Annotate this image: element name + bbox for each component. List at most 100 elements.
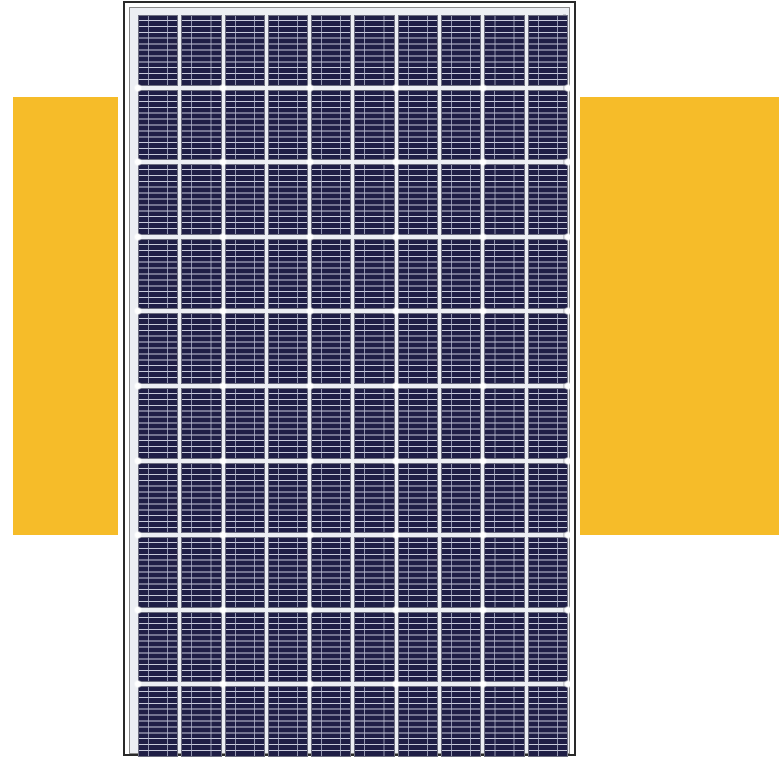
solar-cell — [397, 686, 439, 757]
solar-cell — [138, 387, 179, 459]
busbar-junction — [479, 159, 486, 166]
solar-cell — [354, 537, 395, 608]
solar-cell — [181, 387, 222, 459]
busbar-junction — [220, 233, 227, 240]
solar-cell — [224, 537, 265, 608]
solar-cell — [138, 611, 179, 683]
solar-cell — [224, 686, 265, 757]
busbar-junction — [565, 606, 571, 613]
solar-cell — [311, 387, 352, 459]
busbar-junction — [565, 457, 571, 464]
solar-cell — [484, 387, 525, 459]
busbar-junction — [565, 233, 571, 240]
busbar-junction — [393, 233, 400, 240]
solar-cell — [397, 462, 439, 534]
busbar-junction — [479, 681, 486, 688]
solar-cell — [441, 15, 482, 86]
solar-cell — [181, 164, 222, 235]
solar-cell — [138, 89, 179, 161]
solar-cell — [527, 15, 568, 86]
yellow-accent-block-right — [580, 97, 779, 535]
solar-cell — [527, 313, 568, 384]
solar-cell — [181, 686, 222, 757]
busbar-junction — [135, 84, 141, 91]
solar-cell — [441, 686, 482, 757]
busbar-junction — [220, 606, 227, 613]
busbar-junction — [393, 383, 400, 389]
solar-cell — [484, 313, 525, 384]
solar-cell — [441, 387, 482, 459]
solar-cell — [527, 611, 568, 683]
busbar-junction — [220, 457, 227, 464]
solar-cell — [527, 164, 568, 235]
solar-cell — [311, 15, 352, 86]
solar-cell — [441, 238, 482, 310]
solar-panel — [123, 1, 576, 757]
solar-cell — [354, 238, 395, 310]
busbar-junction — [306, 233, 313, 240]
solar-cell — [354, 89, 395, 161]
busbar-junction — [393, 606, 400, 613]
solar-cell — [311, 611, 352, 683]
solar-cell — [224, 611, 265, 683]
solar-cell — [181, 89, 222, 161]
solar-cell — [484, 238, 525, 310]
solar-cell — [484, 611, 525, 683]
solar-cell — [484, 686, 525, 757]
solar-cell — [484, 462, 525, 534]
solar-cell — [224, 387, 265, 459]
busbar-junction — [393, 159, 400, 166]
busbar-junction — [565, 681, 571, 688]
solar-cell — [311, 164, 352, 235]
solar-cell — [397, 387, 439, 459]
solar-cell — [138, 313, 179, 384]
solar-cell — [354, 164, 395, 235]
solar-cell — [138, 164, 179, 235]
solar-cell — [267, 89, 309, 161]
busbar-junction — [220, 681, 227, 688]
busbar-junction — [220, 159, 227, 166]
solar-cell — [397, 89, 439, 161]
solar-cell — [441, 537, 482, 608]
solar-cell — [527, 387, 568, 459]
busbar-junction — [220, 84, 227, 91]
solar-cell — [527, 462, 568, 534]
solar-cell — [267, 611, 309, 683]
solar-cell — [311, 686, 352, 757]
solar-cell — [267, 462, 309, 534]
solar-cell — [138, 15, 179, 86]
solar-cell — [224, 164, 265, 235]
solar-cell — [484, 15, 525, 86]
busbar-junction — [135, 606, 141, 613]
busbar-junction — [135, 383, 141, 389]
solar-cell — [181, 462, 222, 534]
solar-cell — [267, 387, 309, 459]
busbar-junction — [479, 308, 486, 315]
solar-cell — [354, 462, 395, 534]
busbar-junction — [135, 532, 141, 539]
busbar-junction — [393, 681, 400, 688]
busbar-junction — [393, 84, 400, 91]
solar-cell — [527, 89, 568, 161]
busbar-junction — [306, 308, 313, 315]
solar-cell — [267, 686, 309, 757]
solar-cell — [441, 164, 482, 235]
solar-cell — [181, 15, 222, 86]
busbar-junction — [135, 233, 141, 240]
solar-cell — [267, 15, 309, 86]
solar-cell — [354, 387, 395, 459]
solar-cell — [224, 462, 265, 534]
solar-cell — [311, 462, 352, 534]
solar-cell — [181, 313, 222, 384]
busbar-junction — [220, 383, 227, 389]
solar-cell — [138, 462, 179, 534]
solar-cell — [267, 313, 309, 384]
solar-cell — [397, 313, 439, 384]
yellow-accent-block-left — [13, 97, 118, 535]
solar-cell — [138, 686, 179, 757]
solar-cell — [527, 686, 568, 757]
busbar-junction — [220, 308, 227, 315]
busbar-junction — [565, 308, 571, 315]
busbar-junction — [393, 308, 400, 315]
busbar-junction — [393, 457, 400, 464]
